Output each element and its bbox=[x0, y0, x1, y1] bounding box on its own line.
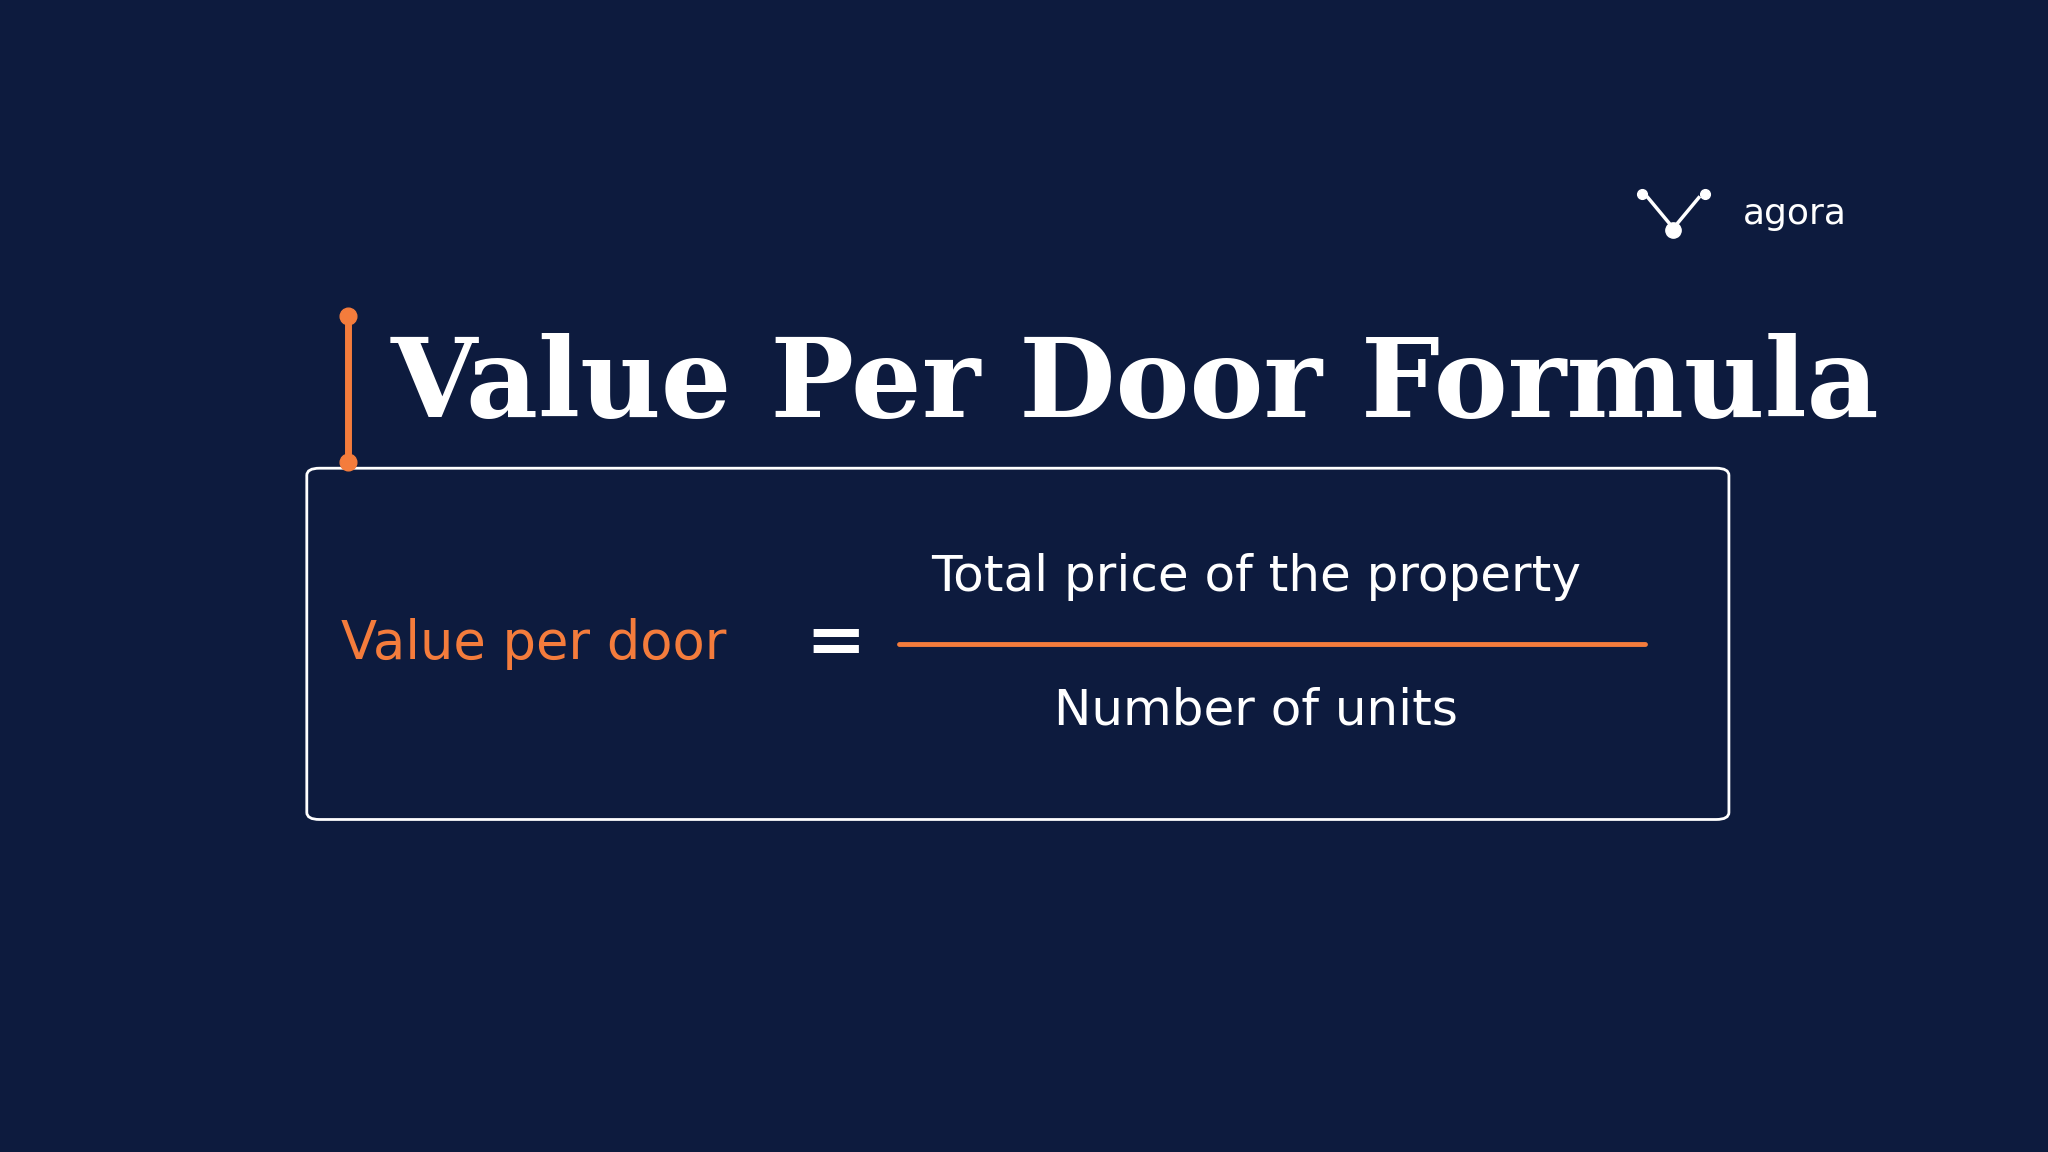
FancyBboxPatch shape bbox=[307, 468, 1729, 819]
Text: =: = bbox=[805, 609, 866, 679]
Text: Value Per Door Formula: Value Per Door Formula bbox=[391, 333, 1880, 440]
Text: agora: agora bbox=[1743, 197, 1847, 230]
Text: Total price of the property: Total price of the property bbox=[932, 553, 1581, 601]
Text: Value per door: Value per door bbox=[342, 617, 727, 669]
Text: Number of units: Number of units bbox=[1055, 687, 1458, 734]
